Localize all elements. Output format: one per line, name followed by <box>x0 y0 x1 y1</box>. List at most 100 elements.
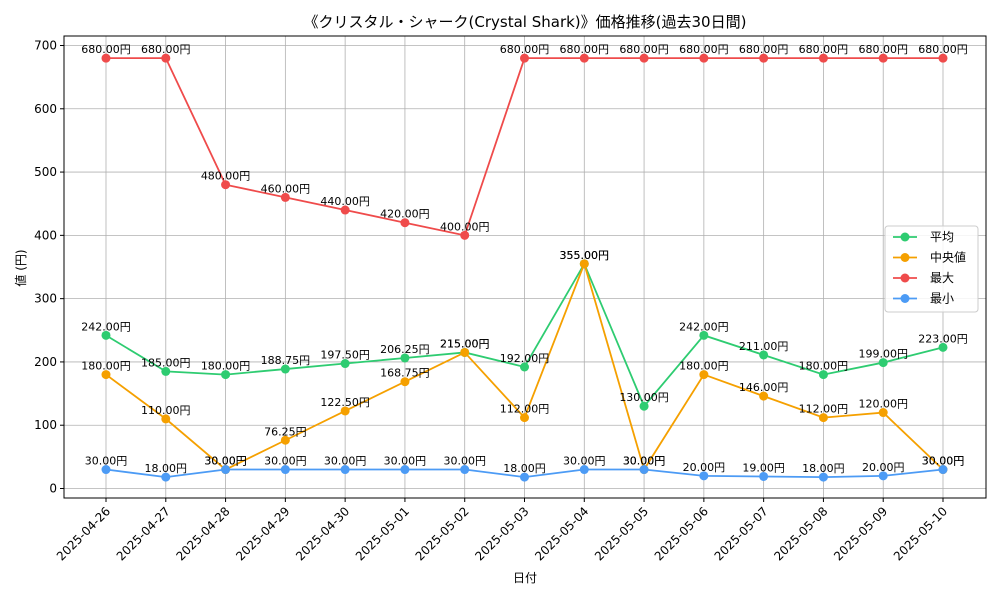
data-label: 680.00円 <box>619 43 669 56</box>
chart-title: 《クリスタル・シャーク(Crystal Shark)》価格推移(過去30日間) <box>304 13 747 31</box>
y-tick-label: 600 <box>34 102 57 116</box>
data-label: 112.00円 <box>799 403 849 416</box>
data-label: 680.00円 <box>858 43 908 56</box>
data-label: 680.00円 <box>81 43 131 56</box>
data-label: 680.00円 <box>918 43 968 56</box>
series-lines <box>101 53 948 482</box>
data-point <box>938 342 948 352</box>
data-point <box>579 259 589 269</box>
data-point <box>340 359 350 369</box>
x-tick-label: 2025-05-10 <box>891 504 950 563</box>
y-tick-label: 0 <box>49 482 57 496</box>
data-label: 215.00円 <box>440 337 490 350</box>
data-label: 223.00円 <box>918 332 968 345</box>
data-point <box>400 465 410 475</box>
x-axis-label: 日付 <box>513 571 537 585</box>
data-label: 211.00円 <box>739 340 789 353</box>
data-label: 18.00円 <box>802 462 845 475</box>
data-point <box>759 350 769 360</box>
data-label: 242.00円 <box>679 320 729 333</box>
legend-swatch-marker <box>900 273 910 283</box>
legend-swatch-marker <box>900 232 910 242</box>
data-point <box>221 465 231 475</box>
data-point <box>101 53 111 63</box>
data-label: 199.00円 <box>858 348 908 361</box>
data-label: 680.00円 <box>679 43 729 56</box>
x-tick-label: 2025-04-30 <box>293 504 352 563</box>
legend-label: 平均 <box>930 230 954 244</box>
data-point <box>460 465 470 475</box>
data-point <box>699 471 709 481</box>
data-label: 20.00円 <box>862 461 905 474</box>
x-axis: 2025-04-26 2025-04-27 2025-04-28 2025-04-29… <box>54 498 950 563</box>
data-point <box>639 465 649 475</box>
data-point <box>878 53 888 63</box>
data-point <box>161 414 171 424</box>
x-tick-label: 2025-05-01 <box>353 504 412 563</box>
data-label: 30.00円 <box>623 455 666 468</box>
data-point <box>280 192 290 202</box>
data-point <box>280 465 290 475</box>
legend-label: 最大 <box>930 271 954 285</box>
data-label: 30.00円 <box>204 455 247 468</box>
data-point <box>460 230 470 240</box>
data-label: 180.00円 <box>799 360 849 373</box>
y-tick-label: 100 <box>34 418 57 432</box>
y-tick-label: 700 <box>34 38 57 52</box>
data-point <box>818 53 828 63</box>
data-point <box>161 472 171 482</box>
data-label: 30.00円 <box>443 455 486 468</box>
x-tick-label: 2025-04-27 <box>114 504 173 563</box>
data-labels: 242.00円 185.00円 180.00円 188.75円 197.50円 206.2… <box>81 43 968 475</box>
data-label: 30.00円 <box>324 455 367 468</box>
data-point <box>101 370 111 380</box>
data-label: 120.00円 <box>858 398 908 411</box>
y-axis-label: 値 (円) <box>13 249 28 286</box>
data-label: 76.25円 <box>264 425 307 438</box>
x-tick-label: 2025-05-02 <box>413 504 472 563</box>
data-point <box>878 358 888 368</box>
data-label: 30.00円 <box>563 455 606 468</box>
data-label: 206.25円 <box>380 343 430 356</box>
data-point <box>280 435 290 445</box>
legend-swatch-marker <box>900 253 910 262</box>
data-label: 420.00円 <box>380 208 430 221</box>
data-point <box>579 465 589 475</box>
data-label: 30.00円 <box>922 455 965 468</box>
data-label: 19.00円 <box>742 461 785 474</box>
x-tick-label: 2025-05-07 <box>712 504 771 563</box>
y-tick-label: 200 <box>34 355 57 369</box>
data-label: 146.00円 <box>739 381 789 394</box>
data-point <box>400 353 410 363</box>
y-tick-label: 500 <box>34 165 57 179</box>
series-2 <box>101 53 948 240</box>
data-label: 460.00円 <box>261 182 311 195</box>
data-label: 680.00円 <box>799 43 849 56</box>
data-label: 355.00円 <box>560 249 610 262</box>
grid-lines <box>64 36 986 498</box>
data-label: 242.00円 <box>81 320 131 333</box>
x-tick-label: 2025-05-04 <box>532 504 591 563</box>
data-label: 680.00円 <box>141 43 191 56</box>
data-label: 480.00円 <box>201 170 251 183</box>
data-label: 680.00円 <box>739 43 789 56</box>
data-point <box>101 330 111 340</box>
data-point <box>221 370 231 380</box>
plot-frame <box>63 35 987 499</box>
data-label: 680.00円 <box>500 43 550 56</box>
x-tick-label: 2025-05-06 <box>652 504 711 563</box>
data-point <box>639 401 649 411</box>
data-label: 180.00円 <box>679 360 729 373</box>
x-tick-label: 2025-05-08 <box>771 504 830 563</box>
data-label: 180.00円 <box>81 360 131 373</box>
data-point <box>938 53 948 63</box>
data-label: 30.00円 <box>623 455 666 468</box>
data-label: 185.00円 <box>141 356 191 369</box>
data-label: 680.00円 <box>560 43 610 56</box>
data-point <box>460 347 470 357</box>
data-label: 168.75円 <box>380 367 430 380</box>
legend-label: 最小 <box>930 292 954 306</box>
data-label: 110.00円 <box>141 404 191 417</box>
data-point <box>878 408 888 418</box>
